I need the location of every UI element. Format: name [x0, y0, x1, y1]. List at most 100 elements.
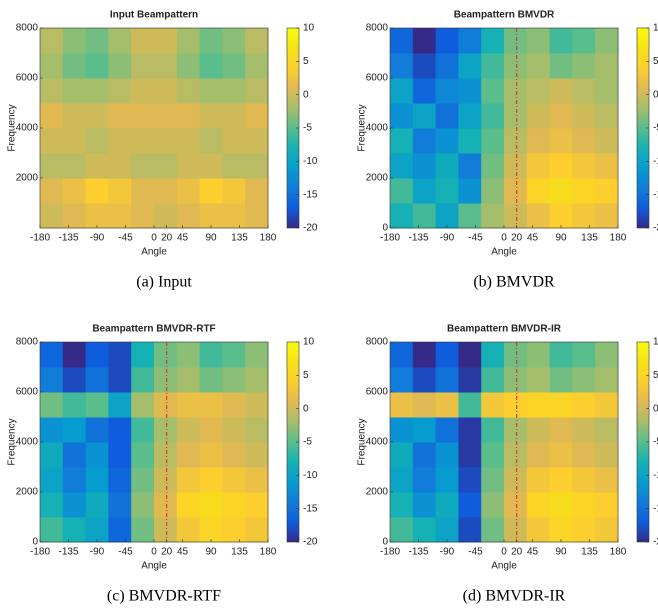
heatmap-cell — [458, 442, 482, 468]
heatmap-cell — [108, 28, 132, 54]
colorbar-tick-label: -5 — [653, 437, 658, 448]
heatmap-cell — [222, 342, 246, 368]
heatmap-cell — [526, 467, 551, 493]
heatmap-cell — [245, 53, 269, 79]
chart-title: Input Beampattern — [110, 10, 198, 21]
heatmap-cell — [176, 78, 201, 104]
heatmap-cell — [390, 28, 414, 54]
heatmap-cell — [435, 203, 459, 229]
heatmap-cell — [526, 153, 551, 179]
heatmap-cell — [108, 517, 132, 543]
y-axis-label: Frequency — [357, 418, 368, 465]
heatmap-cell — [176, 442, 201, 468]
heatmap-cell — [154, 78, 178, 104]
heatmap-cell — [222, 392, 246, 418]
heatmap-cell — [108, 442, 132, 468]
x-tick-label: 180 — [260, 233, 277, 244]
heatmap-cell — [176, 517, 201, 543]
heatmap-cell — [85, 367, 109, 393]
heatmap-cell — [390, 517, 414, 543]
heatmap-cell — [549, 367, 573, 393]
heatmap-cell — [458, 28, 482, 54]
heatmap-cell — [40, 517, 64, 543]
x-tick-label: 180 — [610, 547, 627, 558]
x-tick-label: -135 — [408, 547, 428, 558]
x-tick-label: -90 — [440, 233, 455, 244]
heatmap-cell — [245, 367, 269, 393]
heatmap-cell — [526, 417, 551, 443]
heatmap-cell — [131, 367, 155, 393]
heatmap-cell — [199, 417, 223, 443]
heatmap-cell — [62, 103, 87, 129]
heatmap-cell — [481, 178, 505, 204]
heatmap-cell — [245, 203, 269, 229]
heatmap-cell — [595, 492, 619, 518]
colorbar-tick-label: -15 — [303, 189, 318, 200]
heatmap-cell — [481, 342, 505, 368]
x-tick-label: -90 — [90, 547, 105, 558]
colorbar-tick-label: -5 — [303, 123, 312, 134]
heatmap-cell — [176, 342, 201, 368]
heatmap-cell — [176, 417, 201, 443]
colorbar-tick-label: -10 — [303, 156, 318, 167]
x-tick-label: 45 — [177, 233, 189, 244]
heatmap-cell — [458, 103, 482, 129]
heatmap-cell — [481, 467, 505, 493]
heatmap-cell — [435, 153, 459, 179]
heatmap-cell — [245, 517, 269, 543]
heatmap-cell — [458, 492, 482, 518]
heatmap-cell — [85, 203, 109, 229]
heatmap-cell — [62, 203, 87, 229]
heatmap-cell — [435, 392, 459, 418]
heatmap-cell — [62, 417, 87, 443]
heatmap-cell — [595, 53, 619, 79]
heatmap-cell — [199, 128, 223, 154]
heatmap-cell — [154, 128, 178, 154]
heatmap-cell — [549, 203, 573, 229]
heatmap-cell — [154, 153, 178, 179]
heatmap-cell — [62, 53, 87, 79]
heatmap-cell — [222, 53, 246, 79]
x-tick-label: -90 — [440, 547, 455, 558]
colorbar-tick-label: -20 — [303, 223, 318, 234]
heatmap-cell — [412, 392, 437, 418]
heatmap-cell — [108, 78, 132, 104]
heatmap-cell — [595, 128, 619, 154]
heatmap-cell — [108, 53, 132, 79]
heatmap-cell — [85, 392, 109, 418]
heatmap-cell — [131, 342, 155, 368]
heatmap-cell — [595, 442, 619, 468]
heatmap-cell — [572, 78, 596, 104]
heatmap-cell — [572, 417, 596, 443]
heatmap-cell — [154, 203, 178, 229]
x-tick-label: -180 — [380, 233, 400, 244]
heatmap-cell — [435, 467, 459, 493]
heatmap-cell — [549, 78, 573, 104]
heatmap-cell — [85, 417, 109, 443]
heatmap-cell — [504, 517, 528, 543]
y-tick-label: 2000 — [366, 173, 389, 184]
heatmap-cell — [131, 517, 155, 543]
heatmap-cell — [245, 342, 269, 368]
heatmap-cell — [85, 53, 109, 79]
y-tick-label: 6000 — [16, 73, 39, 84]
heatmap-cell — [154, 178, 178, 204]
y-tick-label: 4000 — [366, 437, 389, 448]
y-tick-label: 2000 — [16, 487, 39, 498]
heatmap-cell — [154, 442, 178, 468]
heatmap-cell — [222, 178, 246, 204]
heatmap-cell — [549, 342, 573, 368]
heatmap-cell — [526, 178, 551, 204]
heatmap-cell — [595, 417, 619, 443]
heatmap-cell — [176, 103, 201, 129]
heatmap-cell — [504, 128, 528, 154]
colorbar-tick-label: -20 — [653, 537, 658, 548]
x-tick-label: 20 — [161, 547, 173, 558]
heatmap-cell — [435, 103, 459, 129]
heatmap-cell — [40, 128, 64, 154]
heatmap-cell — [481, 28, 505, 54]
heatmap-cell — [412, 153, 437, 179]
heatmap-cell — [390, 53, 414, 79]
heatmap-cell — [108, 103, 132, 129]
heatmap-cell — [549, 492, 573, 518]
